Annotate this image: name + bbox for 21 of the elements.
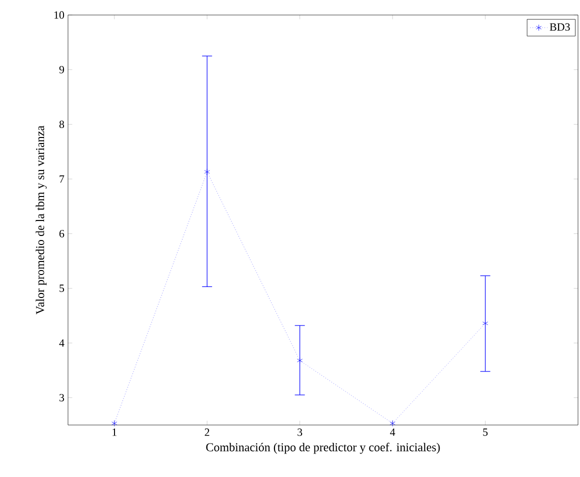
- y-tick-label: 5: [60, 284, 64, 292]
- x-tick-label: 3: [298, 428, 302, 436]
- x-tick-label: 1: [112, 428, 116, 436]
- y-axis-title: Valor promedio de la tbm y su varianza: [36, 126, 47, 314]
- y-tick-label: 6: [59, 230, 64, 238]
- point: [204, 168, 210, 176]
- point: [112, 420, 118, 427]
- y-tick-label: 3: [60, 394, 64, 402]
- y-tick-label: 7: [60, 175, 64, 183]
- point: [482, 320, 488, 327]
- point: [390, 420, 396, 427]
- x-tick-label: 4: [390, 428, 396, 436]
- x-tick-label: 5: [483, 428, 488, 436]
- x-tick-label: 2: [204, 428, 210, 436]
- legend-label: BD3: [550, 23, 570, 31]
- y-tick-label: 4: [59, 339, 64, 347]
- y-tick-label: 10: [54, 11, 64, 19]
- point: [297, 357, 303, 364]
- y-tick-label: 9: [59, 66, 64, 74]
- y-tick-label: 8: [59, 120, 64, 128]
- x-axis-title: Combinación (tipo de predictor y coef. iniciales): [206, 442, 440, 454]
